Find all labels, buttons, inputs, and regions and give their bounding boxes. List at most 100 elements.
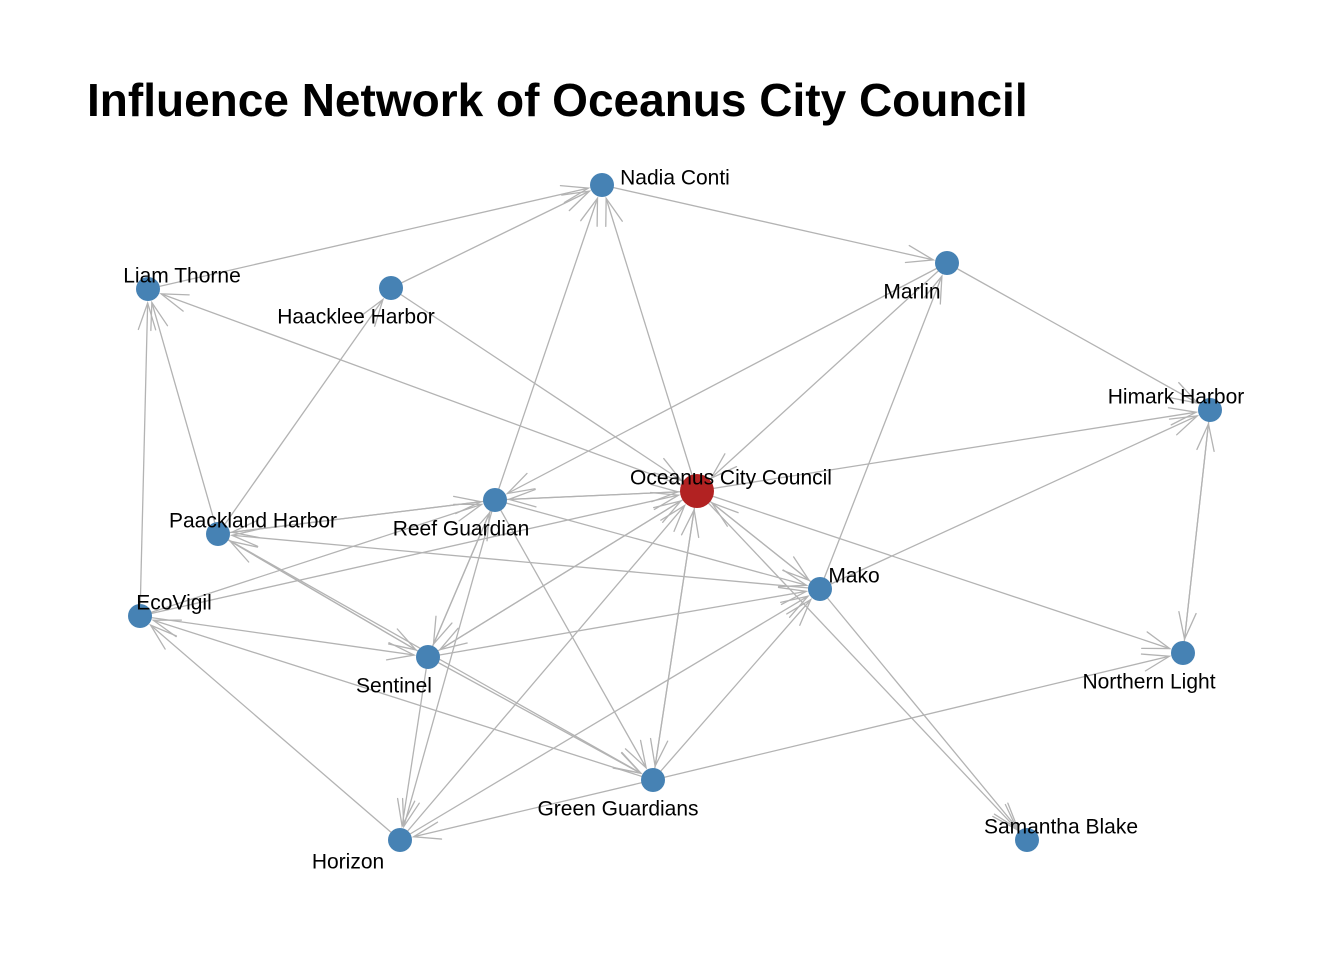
node-label-sentinel: Sentinel bbox=[356, 675, 432, 698]
arrowhead-icon bbox=[649, 737, 669, 769]
node-haacklee[interactable] bbox=[379, 276, 403, 300]
arrowhead-icon bbox=[150, 300, 169, 332]
edge-line bbox=[403, 499, 496, 827]
arrowhead-icon bbox=[1141, 631, 1172, 650]
arrowhead-icon bbox=[653, 457, 683, 482]
edge-marlin-to-oceanus bbox=[709, 262, 948, 480]
node-green[interactable] bbox=[641, 768, 665, 792]
arrowhead-icon bbox=[786, 597, 813, 626]
edge-line bbox=[153, 619, 654, 781]
edge-line bbox=[652, 599, 812, 781]
edge-paackland-to-liam bbox=[150, 300, 219, 535]
edge-green-to-northern bbox=[652, 653, 1172, 781]
node-label-liam: Liam Thorne bbox=[123, 265, 241, 288]
arrowhead-icon bbox=[559, 184, 591, 204]
edge-line bbox=[160, 293, 698, 492]
node-label-marlin: Marlin bbox=[883, 281, 940, 304]
arrowhead-icon bbox=[780, 595, 810, 618]
node-himark[interactable] bbox=[1198, 398, 1222, 422]
edge-line bbox=[710, 262, 948, 479]
arrowhead-icon bbox=[993, 802, 1020, 831]
edge-line bbox=[427, 512, 491, 658]
edge-ecovigil-to-sentinel bbox=[139, 615, 417, 661]
edge-line bbox=[139, 494, 679, 617]
arrowhead-icon bbox=[359, 297, 385, 327]
node-nadia[interactable] bbox=[590, 173, 614, 197]
arrowhead-icon bbox=[1140, 653, 1172, 672]
edge-green-to-horizon bbox=[411, 779, 654, 840]
edge-ecovigil-to-liam bbox=[137, 300, 157, 617]
arrowhead-icon bbox=[561, 190, 592, 212]
edge-line bbox=[401, 656, 429, 827]
edge-oceanus-to-sentinel bbox=[438, 490, 698, 651]
edge-line bbox=[654, 490, 698, 767]
edge-line bbox=[439, 490, 698, 651]
edge-line bbox=[390, 287, 682, 482]
arrowhead-icon bbox=[612, 751, 643, 775]
edge-mako-to-samantha bbox=[819, 588, 1020, 831]
edge-oceanus-to-northern bbox=[696, 490, 1172, 650]
node-oceanus[interactable] bbox=[680, 474, 714, 508]
arrowhead-icon bbox=[411, 821, 443, 840]
node-northern[interactable] bbox=[1171, 641, 1195, 665]
edge-reef-to-green bbox=[494, 499, 648, 770]
edge-line bbox=[605, 198, 698, 492]
edge-line bbox=[507, 262, 948, 495]
edge-horizon-to-oceanus bbox=[399, 503, 687, 841]
node-sentinel[interactable] bbox=[416, 645, 440, 669]
arrowhead-icon bbox=[1169, 381, 1200, 405]
edge-reef-to-oceanus bbox=[494, 483, 681, 503]
node-paackland[interactable] bbox=[206, 522, 230, 546]
arrowhead-icon bbox=[137, 300, 157, 331]
node-label-haacklee: Haacklee Harbor bbox=[277, 306, 435, 329]
edge-line bbox=[390, 190, 590, 289]
node-liam[interactable] bbox=[136, 277, 160, 301]
edge-line bbox=[601, 184, 934, 261]
arrowhead-icon bbox=[149, 623, 178, 650]
node-reef[interactable] bbox=[483, 488, 507, 512]
edge-line bbox=[696, 490, 1018, 831]
arrowhead-icon bbox=[649, 491, 681, 511]
arrowhead-icon bbox=[660, 503, 687, 533]
arrowhead-icon bbox=[580, 196, 599, 227]
edge-mako-to-himark bbox=[819, 414, 1200, 590]
diagram-title: Influence Network of Oceanus City Counci… bbox=[87, 74, 1028, 126]
node-label-nadia: Nadia Conti bbox=[620, 167, 730, 190]
edge-line bbox=[494, 491, 679, 501]
edge-line bbox=[819, 275, 943, 590]
arrowhead-icon bbox=[438, 627, 468, 651]
node-label-horizon: Horizon bbox=[312, 851, 384, 874]
edge-oceanus-to-samantha bbox=[696, 490, 1019, 832]
nodes-layer bbox=[128, 173, 1222, 852]
edge-northern-to-himark bbox=[1182, 421, 1215, 654]
edge-nadia-to-marlin bbox=[601, 184, 936, 264]
edge-ecovigil-to-oceanus bbox=[139, 491, 681, 617]
edge-line bbox=[399, 505, 686, 841]
node-marlin[interactable] bbox=[935, 251, 959, 275]
edge-line bbox=[696, 411, 1197, 492]
arrowhead-icon bbox=[151, 619, 182, 638]
arrowhead-icon bbox=[605, 196, 623, 228]
edge-line bbox=[231, 499, 496, 533]
arrowhead-icon bbox=[650, 483, 681, 503]
edge-line bbox=[231, 534, 821, 590]
arrowhead-icon bbox=[505, 472, 536, 495]
edge-line bbox=[819, 415, 1198, 590]
edge-line bbox=[217, 299, 384, 535]
node-ecovigil[interactable] bbox=[128, 604, 152, 628]
edge-horizon-to-mako bbox=[399, 595, 810, 841]
node-horizon[interactable] bbox=[388, 828, 412, 852]
edge-line bbox=[413, 779, 654, 838]
edge-line bbox=[1182, 423, 1210, 654]
edge-oceanus-to-himark bbox=[696, 407, 1199, 492]
node-samantha[interactable] bbox=[1015, 828, 1039, 852]
edge-line bbox=[150, 624, 401, 841]
edge-line bbox=[147, 187, 589, 290]
node-label-oceanus: Oceanus City Council bbox=[630, 467, 832, 490]
edge-oceanus-to-nadia bbox=[605, 196, 698, 492]
node-mako[interactable] bbox=[808, 577, 832, 601]
edge-paackland-to-haacklee bbox=[217, 297, 385, 535]
edge-marlin-to-reef bbox=[505, 262, 948, 495]
edge-line bbox=[139, 503, 482, 617]
